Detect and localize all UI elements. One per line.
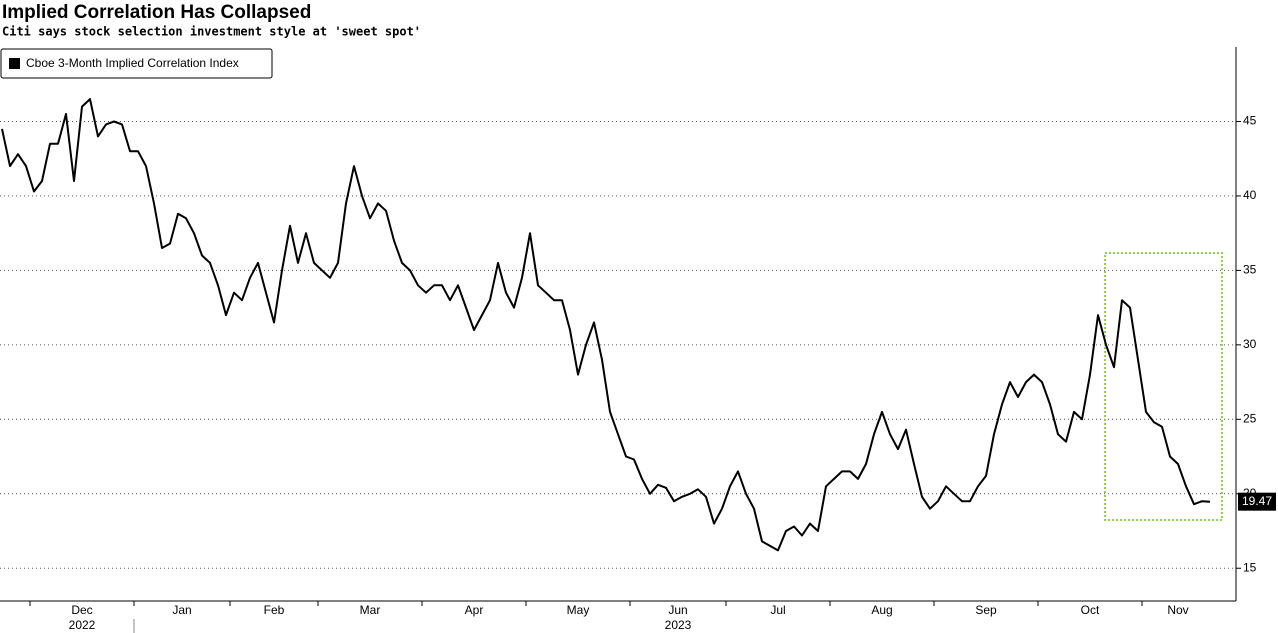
- last-value-label: 19.47: [1242, 494, 1272, 508]
- legend-label: Cboe 3-Month Implied Correlation Index: [26, 56, 239, 70]
- x-tick-label: Aug: [871, 603, 892, 617]
- x-tick-label: Dec: [71, 603, 92, 617]
- chart-subtitle: Citi says stock selection investment sty…: [2, 25, 421, 39]
- x-year-label: 2023: [665, 618, 692, 632]
- x-tick-label: Nov: [1167, 603, 1188, 617]
- x-tick-label: Jan: [172, 603, 191, 617]
- y-tick-label: 35: [1243, 263, 1257, 277]
- legend-box: [0, 48, 273, 79]
- y-tick-label: 30: [1243, 337, 1257, 351]
- y-tick-label: 40: [1243, 188, 1257, 202]
- x-year-label: 2022: [69, 618, 96, 632]
- y-tick-label: 25: [1243, 411, 1257, 425]
- legend-swatch: [9, 58, 20, 69]
- x-tick-label: Jul: [770, 603, 785, 617]
- x-tick-label: Apr: [465, 603, 484, 617]
- series-line: [1, 98, 1211, 552]
- x-tick-label: Mar: [360, 603, 381, 617]
- chart-title: Implied Correlation Has Collapsed: [2, 2, 311, 23]
- highlight-box: [1104, 252, 1223, 521]
- y-tick-label: 15: [1243, 560, 1257, 574]
- x-tick-label: Oct: [1081, 603, 1100, 617]
- x-tick-label: Feb: [264, 603, 285, 617]
- y-tick-label: 45: [1243, 114, 1257, 128]
- x-tick-label: Jun: [668, 603, 687, 617]
- x-tick-label: May: [567, 603, 590, 617]
- x-tick-label: Sep: [975, 603, 997, 617]
- last-value-tag: [1238, 492, 1276, 511]
